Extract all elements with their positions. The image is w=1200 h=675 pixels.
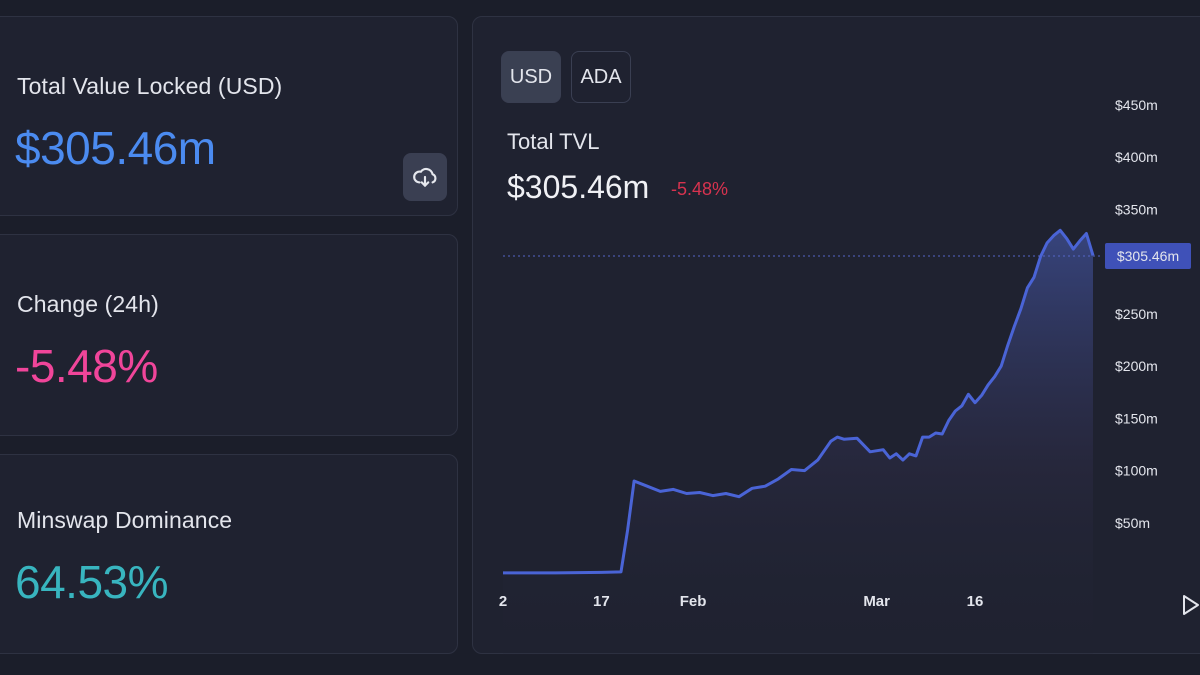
tvl-value: $305.46m: [15, 122, 216, 174]
tvl-chart-card: USD ADA Total TVL $305.46m -5.48% $50m $1…: [472, 16, 1200, 655]
x-tick-label: 16: [967, 593, 984, 610]
y-tick-label: $50m: [1115, 515, 1150, 531]
usd-toggle-button[interactable]: USD: [501, 51, 561, 103]
dominance-value: 64.53%: [15, 556, 169, 608]
current-value-label: $305.46m: [1117, 248, 1179, 264]
chart-area-fill: [503, 230, 1093, 655]
chart-change: -5.48%: [671, 179, 729, 199]
chart-series-line: [503, 228, 1095, 575]
play-icon[interactable]: [1181, 593, 1200, 617]
y-tick-label: $250m: [1115, 306, 1158, 322]
y-tick-label: $450m: [1115, 97, 1158, 113]
y-tick-label: $350m: [1115, 201, 1158, 217]
tvl-area-chart[interactable]: $50m $100m $150m $200m $250m $350m $400m $450m $…: [473, 17, 1200, 655]
change-card: Change (24h) -5.48%: [0, 234, 458, 436]
tvl-card: Total Value Locked (USD) $305.46m: [0, 16, 458, 216]
dominance-label: Minswap Dominance: [17, 507, 233, 533]
current-value-badge: [1105, 242, 1191, 269]
x-tick-label: Feb: [680, 593, 707, 610]
x-tick-label: 2: [499, 593, 507, 610]
x-tick-label: Mar: [863, 593, 890, 610]
y-tick-label: $100m: [1115, 463, 1158, 479]
change-value: -5.48%: [15, 340, 158, 392]
chart-title: Total TVL: [507, 129, 600, 154]
download-button[interactable]: [403, 153, 447, 201]
chart-value: $305.46m: [507, 169, 650, 205]
y-tick-label: $150m: [1115, 410, 1158, 426]
x-tick-label: 17: [593, 593, 610, 610]
change-label: Change (24h): [17, 291, 159, 317]
y-tick-label: $200m: [1115, 358, 1158, 374]
y-tick-label: $400m: [1115, 149, 1158, 165]
cloud-download-icon: [413, 167, 437, 187]
dominance-card: Minswap Dominance 64.53%: [0, 454, 458, 654]
ada-toggle-button[interactable]: ADA: [571, 51, 631, 103]
tvl-label: Total Value Locked (USD): [17, 73, 283, 99]
